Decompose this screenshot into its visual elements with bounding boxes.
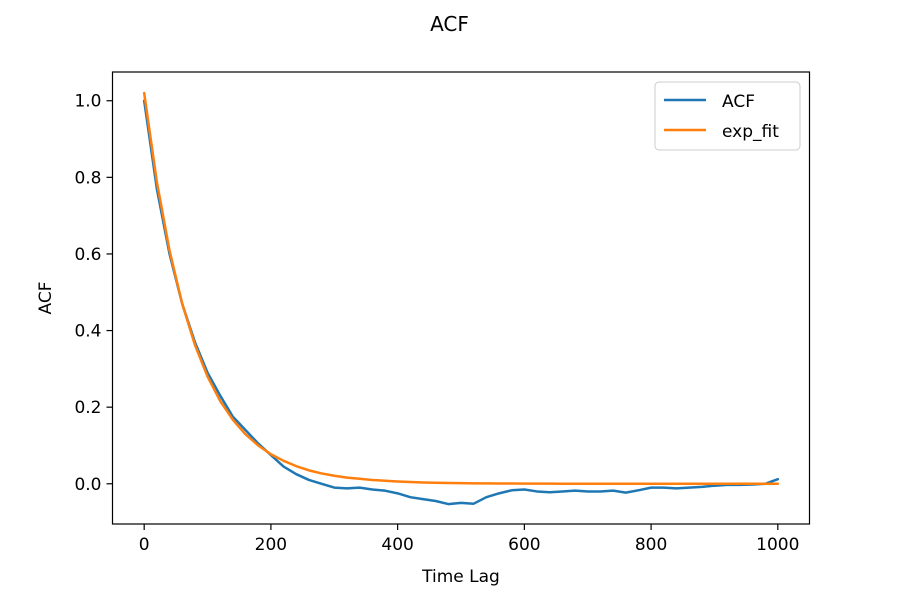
x-tick-label: 200 [255, 535, 287, 555]
y-tick-label: 0.4 [74, 322, 101, 342]
y-axis-label: ACF [36, 282, 56, 315]
y-tick-label: 1.0 [74, 92, 101, 112]
series-line-exp-fit [142, 91, 780, 486]
y-tick-label: 0.8 [74, 168, 101, 188]
x-axis-label: Time Lag [421, 567, 500, 587]
chart-title: ACF [430, 12, 469, 36]
plot-frame [111, 71, 811, 525]
series-layer [142, 91, 780, 506]
legend-label-acf: ACF [722, 92, 755, 112]
y-tick-label: 0.2 [74, 398, 101, 418]
x-tick-label: 800 [635, 535, 667, 555]
legend: ACF exp_fit [654, 81, 801, 151]
series-line-acf [142, 99, 780, 506]
x-tick-label: 1000 [756, 535, 799, 555]
x-tick-label: 400 [381, 535, 413, 555]
x-tick-label: 600 [508, 535, 540, 555]
y-tick-label: 0.0 [74, 475, 101, 495]
legend-label-exp-fit: exp_fit [722, 122, 779, 142]
x-tick-label: 0 [139, 535, 150, 555]
y-tick-label: 0.6 [74, 245, 101, 265]
y-axis-ticks: 0.0 0.2 0.4 0.6 0.8 1.0 [74, 92, 113, 495]
x-axis-ticks: 0 200 400 600 800 1000 [139, 524, 799, 555]
